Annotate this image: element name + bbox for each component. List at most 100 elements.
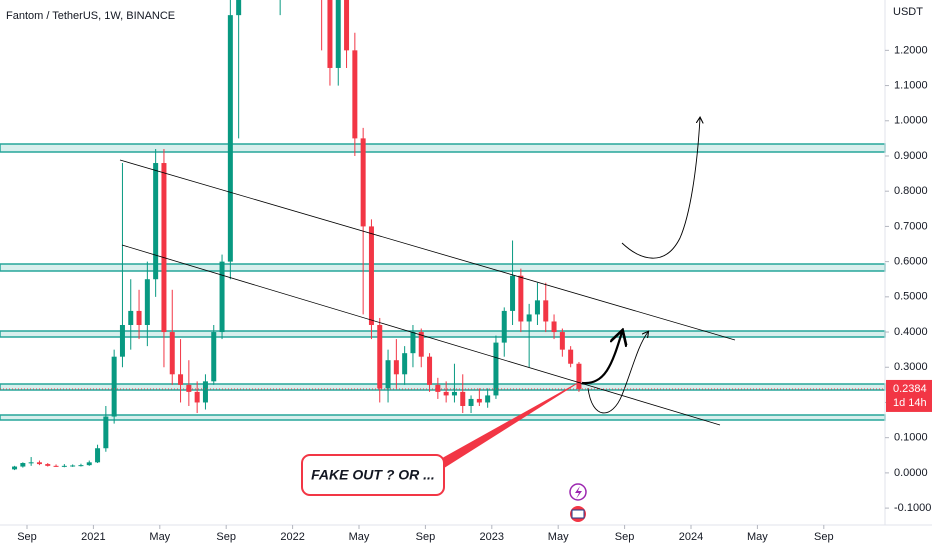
candle-body	[385, 360, 391, 389]
candles	[12, 0, 582, 471]
candle-body	[227, 15, 233, 262]
candle-body	[559, 332, 565, 350]
candle-body	[460, 391, 466, 406]
zone	[0, 330, 886, 338]
flag	[571, 509, 585, 519]
y-tick-label: 0.9000	[894, 150, 928, 162]
arrow	[581, 332, 622, 385]
callout-pointer	[435, 383, 577, 471]
x-tick-label: Sep	[814, 531, 834, 543]
y-tick-label: 1.0000	[894, 115, 928, 127]
candle-body	[211, 332, 217, 382]
candle-body	[144, 279, 150, 325]
candle-body	[178, 374, 184, 385]
trend-line	[121, 244, 721, 426]
x-tick-label: Sep	[216, 531, 236, 543]
y-tick-label: 0.0000	[894, 467, 928, 479]
candle-body	[169, 332, 175, 375]
candle-body	[510, 275, 516, 311]
candle-body	[526, 314, 532, 322]
candle-body	[410, 332, 416, 354]
candle-body	[534, 300, 540, 315]
candle-body	[61, 465, 67, 467]
candle-body	[236, 0, 242, 16]
candle-body	[12, 466, 18, 470]
y-tick-label: 0.4000	[894, 326, 928, 338]
x-tick-label: 2023	[480, 531, 504, 543]
x-tick-label: May	[548, 531, 569, 543]
candle-body	[153, 163, 159, 280]
candle-body	[468, 398, 474, 406]
candle-body	[119, 325, 125, 357]
countdown: 1d 14h	[893, 397, 927, 409]
event-icon-bolt	[575, 486, 582, 499]
candle-body	[136, 310, 142, 325]
x-tick-label: Sep	[615, 531, 635, 543]
x-tick-label: May	[149, 531, 170, 543]
candle-body	[53, 465, 59, 467]
candle-body	[402, 353, 408, 375]
candle-body	[368, 226, 374, 325]
x-tick-label: 2021	[81, 531, 105, 543]
candle-body	[451, 391, 457, 396]
x-tick-label: 2024	[679, 531, 703, 543]
candle-body	[95, 448, 101, 463]
arrow	[587, 332, 648, 414]
candle-body	[161, 163, 167, 333]
candle-body	[335, 0, 341, 68]
y-tick-label: 0.5000	[894, 291, 928, 303]
candle-body	[344, 0, 350, 51]
drawings: FAKE OUT ? OR ...	[119, 118, 736, 522]
chart-title: Fantom / TetherUS, 1W, BINANCE	[6, 10, 175, 22]
x-tick-label: May	[349, 531, 370, 543]
currency: USDT	[893, 6, 923, 18]
candle-body	[518, 275, 524, 322]
candle-body	[543, 300, 549, 322]
zones	[0, 143, 886, 421]
annotation: FAKE OUT ? OR ...	[311, 467, 435, 483]
candle-body	[111, 356, 117, 417]
trend-line	[119, 159, 736, 341]
candle-body	[194, 391, 200, 403]
candle-body	[70, 465, 76, 467]
candle-body	[568, 349, 574, 364]
y-tick-label: 1.2000	[894, 44, 928, 56]
zone	[0, 414, 886, 421]
candle-body	[418, 332, 424, 357]
zone	[0, 143, 886, 153]
callout-box	[301, 454, 445, 496]
zone	[0, 263, 886, 272]
candle-body	[360, 138, 366, 227]
candle-body	[476, 398, 482, 403]
candle-body	[493, 342, 499, 396]
candle-body	[103, 416, 109, 449]
y-tick-label: 0.6000	[894, 256, 928, 268]
last-price-box	[886, 379, 932, 412]
y-tick-label: 1.1000	[894, 79, 928, 91]
x-tick-label: May	[747, 531, 768, 543]
x-tick-label: 2022	[280, 531, 304, 543]
y-tick-label: -0.1000	[894, 502, 931, 514]
candle-body	[327, 0, 333, 68]
y-tick-label: 0.3000	[894, 361, 928, 373]
y-tick-label: 0.8000	[894, 185, 928, 197]
candle-body	[78, 465, 84, 467]
candle-body	[377, 325, 383, 389]
candle-body	[36, 462, 42, 465]
candle-body	[435, 384, 441, 392]
candle-body	[576, 363, 582, 389]
candle-body	[352, 50, 358, 139]
candle-body	[501, 310, 507, 343]
candle-body	[485, 395, 491, 403]
candle-body	[28, 462, 34, 464]
candle-body	[219, 261, 225, 333]
x-tick-label: Sep	[17, 531, 37, 543]
candle-body	[443, 391, 449, 396]
candle-body	[45, 464, 51, 466]
y-tick-label: 0.1000	[894, 432, 928, 444]
candle-body	[427, 356, 433, 385]
y-tick-label: 0.7000	[894, 220, 928, 232]
candle-body	[551, 321, 557, 333]
candle-body	[86, 462, 92, 466]
candle-body	[128, 310, 134, 325]
